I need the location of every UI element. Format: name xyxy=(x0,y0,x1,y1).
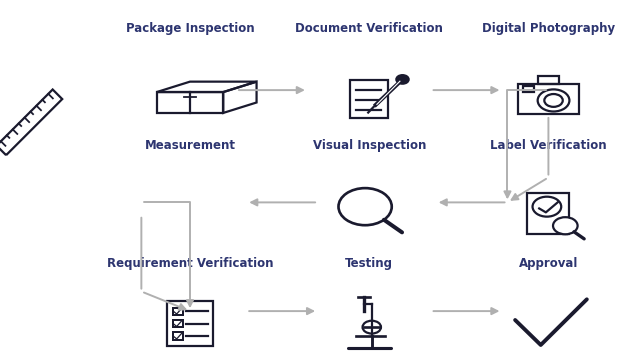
Text: Digital Photography: Digital Photography xyxy=(482,22,615,35)
Text: Label Verification: Label Verification xyxy=(490,139,607,152)
Text: Measurement: Measurement xyxy=(144,139,236,152)
Circle shape xyxy=(553,217,578,234)
Text: Document Verification: Document Verification xyxy=(295,22,443,35)
Circle shape xyxy=(396,75,409,84)
Text: Approval: Approval xyxy=(519,257,578,270)
FancyBboxPatch shape xyxy=(350,80,388,118)
Text: Package Inspection: Package Inspection xyxy=(126,22,254,35)
Text: Requirement Verification: Requirement Verification xyxy=(107,257,273,270)
Text: Visual Inspection: Visual Inspection xyxy=(313,139,426,152)
Text: Testing: Testing xyxy=(345,257,393,270)
FancyBboxPatch shape xyxy=(528,193,570,233)
